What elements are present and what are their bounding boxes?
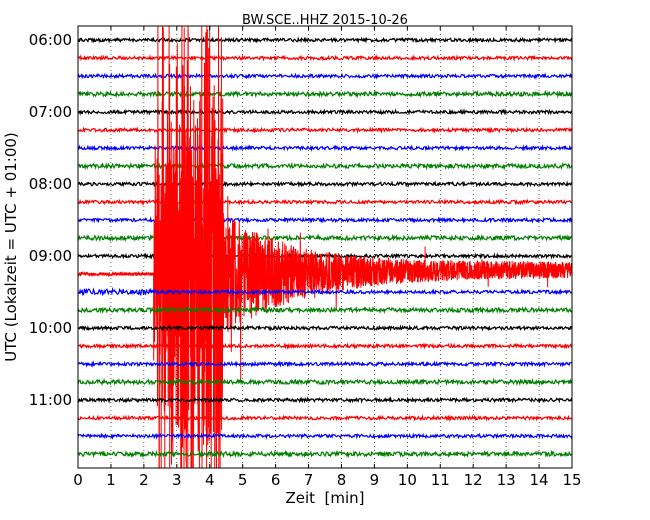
trace-0730	[78, 144, 572, 152]
trace-0815	[78, 198, 572, 206]
x-tick-label: 11	[431, 471, 450, 489]
y-tick-label: 06:00	[29, 31, 72, 49]
trace-0715	[78, 126, 572, 134]
trace-1015	[78, 342, 572, 350]
trace-1000	[78, 324, 572, 332]
trace-0845	[78, 233, 572, 243]
trace-0700	[78, 108, 572, 116]
x-tick-label: 15	[562, 471, 581, 489]
x-axis-label: Zeit [min]	[285, 489, 364, 507]
x-tick-label: 14	[530, 471, 549, 489]
trace-0945	[78, 305, 572, 315]
x-tick-label: 1	[106, 471, 116, 489]
trace-0745	[78, 161, 572, 171]
trace-0600	[78, 36, 572, 44]
trace-0800	[78, 180, 572, 188]
y-tick-label: 09:00	[29, 247, 72, 265]
trace-1145	[78, 449, 572, 459]
x-tick-label: 6	[271, 471, 281, 489]
y-axis: 06:00 07:00 08:00 09:00 10:00 11:00	[29, 31, 572, 409]
x-axis: 0 1 2 3 4 5 6 7 8 9 10 11 12 13 14 15	[73, 26, 582, 489]
x-tick-label: 0	[73, 471, 83, 489]
trace-0915	[78, 26, 572, 468]
trace-0900	[78, 252, 572, 260]
x-tick-label: 5	[238, 471, 248, 489]
x-tick-label: 9	[370, 471, 380, 489]
x-tick-label: 2	[139, 471, 149, 489]
x-tick-label: 13	[497, 471, 516, 489]
trace-0615	[78, 54, 572, 62]
x-tick-label: 7	[304, 471, 314, 489]
x-tick-label: 3	[172, 471, 182, 489]
y-tick-label: 11:00	[29, 391, 72, 409]
traces	[78, 26, 572, 468]
chart-title: BW.SCE..HHZ 2015-10-26	[242, 13, 408, 28]
y-axis-label: UTC (Lokalzeit = UTC + 01:00)	[2, 132, 20, 362]
y-tick-label: 10:00	[29, 319, 72, 337]
plot-frame	[77, 25, 573, 469]
y-tick-label: 07:00	[29, 103, 72, 121]
y-tick-label: 08:00	[29, 175, 72, 193]
trace-1115	[78, 414, 572, 422]
trace-1045	[78, 377, 572, 387]
trace-0830	[78, 216, 572, 224]
trace-1030	[78, 360, 572, 368]
trace-0930	[78, 286, 572, 297]
x-tick-label: 4	[205, 471, 215, 489]
trace-1100	[78, 396, 572, 404]
x-tick-label: 8	[337, 471, 347, 489]
trace-1130	[78, 432, 572, 440]
trace-0630	[78, 72, 572, 80]
x-tick-label: 12	[464, 471, 483, 489]
x-tick-label: 10	[398, 471, 417, 489]
trace-0645	[78, 89, 572, 99]
